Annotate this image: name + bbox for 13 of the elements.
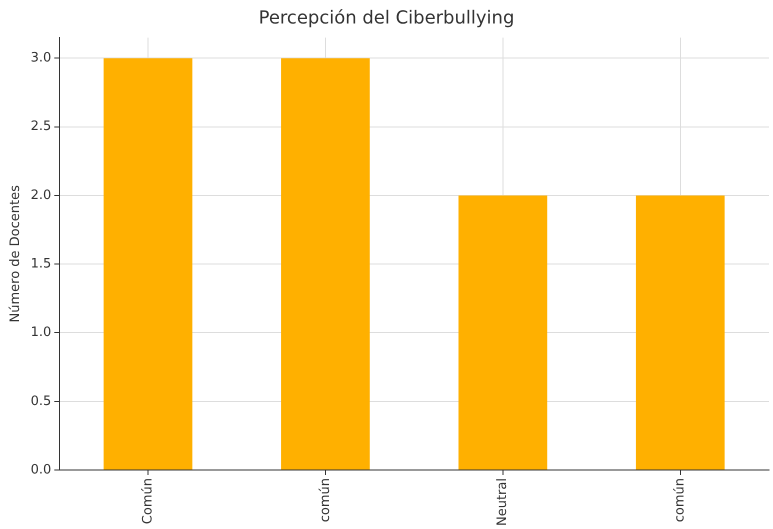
y-tick-label: 0.0 xyxy=(30,462,52,478)
x-tick-label: común xyxy=(672,478,688,522)
y-tick-label: 0.5 xyxy=(30,394,52,409)
y-tick-label: 1.0 xyxy=(30,325,52,340)
y-tick-label: 2.0 xyxy=(30,188,52,203)
y-tick-label: 1.5 xyxy=(30,256,52,272)
chart-title: Percepción del Ciberbullying xyxy=(258,7,514,28)
x-tick-label: común xyxy=(318,478,333,522)
x-tick-label: Neutral xyxy=(495,478,510,526)
y-tick-label: 3.0 xyxy=(30,50,52,66)
y-tick-label: 2.5 xyxy=(30,119,52,134)
y-axis-title: Número de Docentes xyxy=(8,184,24,322)
x-tick-label: Común xyxy=(140,478,156,524)
